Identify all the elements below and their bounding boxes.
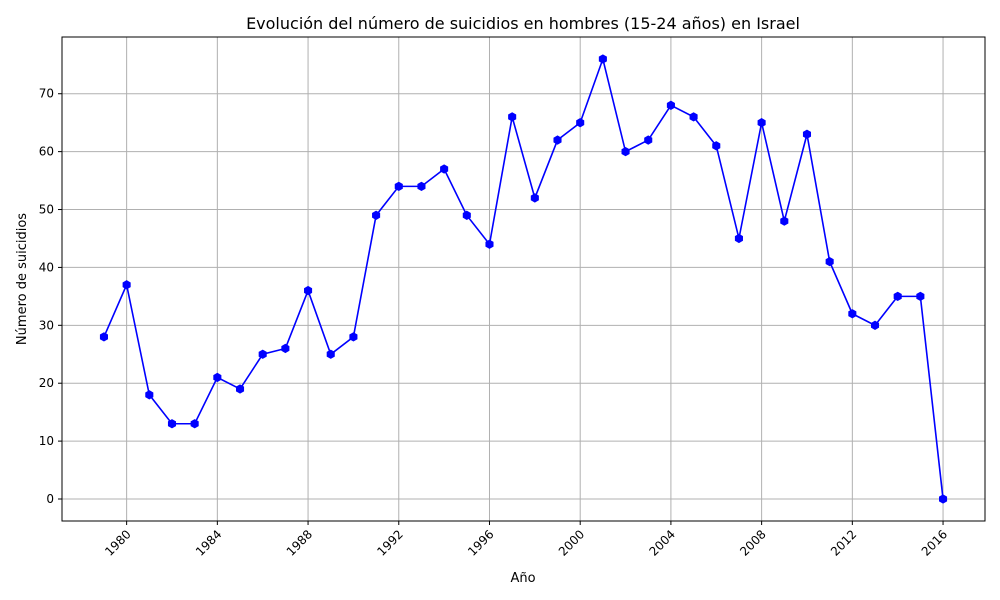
y-tick-label: 20 <box>39 376 54 390</box>
data-point <box>440 164 449 174</box>
x-tick-label: 1984 <box>193 527 224 558</box>
data-point <box>304 285 313 296</box>
data-point <box>485 239 494 249</box>
data-point <box>893 291 902 302</box>
x-tick-label: 2000 <box>556 527 587 558</box>
data-point <box>712 141 721 151</box>
x-tick-label: 2004 <box>647 527 678 558</box>
data-point <box>734 233 743 244</box>
data-point <box>939 494 948 504</box>
data-point <box>235 384 245 394</box>
data-point <box>372 210 381 220</box>
data-point <box>462 210 471 220</box>
y-axis-label: Número de suicidios <box>15 213 30 345</box>
data-point <box>258 349 267 359</box>
data-point <box>644 135 653 145</box>
data-point <box>621 146 630 157</box>
series-layer <box>99 54 948 504</box>
data-point <box>281 343 290 354</box>
chart-title: Evolución del número de suicidios en hom… <box>246 14 800 33</box>
data-point <box>190 419 199 429</box>
x-tick-label: 1980 <box>102 527 133 558</box>
x-tick-label: 1988 <box>284 527 315 558</box>
data-point <box>417 181 426 192</box>
y-tick-label: 0 <box>46 492 54 506</box>
x-tick-label: 1996 <box>465 527 496 558</box>
data-point <box>870 320 880 330</box>
y-tick-label: 40 <box>39 260 54 274</box>
data-point <box>167 419 177 429</box>
y-axis: 0 10 20 30 40 50 60 70 <box>39 87 62 506</box>
data-point <box>598 54 607 64</box>
data-point <box>666 100 675 110</box>
data-point <box>99 332 108 342</box>
y-tick-label: 70 <box>39 87 54 101</box>
x-axis-label: Año <box>510 571 535 586</box>
x-axis: 1980 1984 1988 1992 1996 2000 2004 2008 2012 2016 <box>102 521 950 559</box>
data-point <box>326 349 335 359</box>
x-tick-label: 1992 <box>374 527 405 558</box>
x-tick-label: 2016 <box>919 527 950 558</box>
data-point <box>122 280 131 290</box>
data-point <box>848 309 857 319</box>
data-point <box>757 118 766 128</box>
data-point <box>576 118 585 128</box>
x-tick-label: 2012 <box>828 527 859 558</box>
plot-frame <box>61 36 986 522</box>
data-point <box>213 372 222 383</box>
series-line <box>103 56 944 500</box>
x-tick-label: 2008 <box>737 527 768 558</box>
data-point <box>349 332 358 342</box>
data-point <box>825 256 834 267</box>
y-tick-label: 10 <box>39 434 54 448</box>
data-point <box>780 216 789 226</box>
y-tick-label: 50 <box>39 203 54 217</box>
data-point <box>145 390 154 400</box>
data-point <box>802 129 812 139</box>
data-point <box>689 112 698 122</box>
data-point <box>508 112 517 122</box>
y-tick-label: 60 <box>39 145 54 159</box>
data-point <box>394 181 403 192</box>
data-point <box>553 135 562 145</box>
grid-lines <box>62 37 985 521</box>
data-point <box>530 193 539 203</box>
data-point <box>916 291 925 302</box>
y-tick-label: 30 <box>39 318 54 332</box>
